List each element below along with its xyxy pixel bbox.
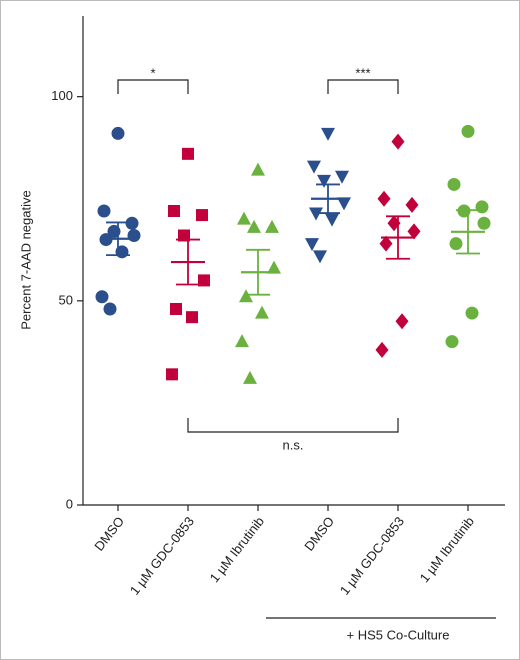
point bbox=[461, 124, 475, 138]
point bbox=[445, 335, 459, 349]
point bbox=[235, 334, 249, 348]
point bbox=[255, 305, 269, 319]
point bbox=[196, 209, 208, 222]
point bbox=[178, 229, 190, 242]
point bbox=[313, 250, 327, 264]
point bbox=[465, 306, 479, 320]
point bbox=[375, 341, 389, 358]
bracket bbox=[117, 79, 189, 94]
point bbox=[168, 205, 180, 217]
point bbox=[95, 290, 109, 304]
point bbox=[447, 177, 461, 191]
point bbox=[251, 162, 265, 176]
point bbox=[325, 213, 339, 227]
bracket bbox=[187, 418, 399, 433]
point bbox=[377, 190, 391, 207]
annotation: *** bbox=[355, 65, 370, 80]
point bbox=[477, 216, 491, 230]
point bbox=[127, 229, 141, 242]
point bbox=[103, 302, 117, 316]
point bbox=[237, 211, 251, 225]
point bbox=[337, 197, 351, 211]
y-tick-label: 0 bbox=[66, 496, 73, 511]
point bbox=[309, 207, 323, 221]
point bbox=[125, 216, 139, 230]
point bbox=[305, 238, 319, 252]
point bbox=[243, 370, 257, 384]
point bbox=[395, 313, 409, 330]
point bbox=[97, 204, 111, 218]
point bbox=[239, 289, 253, 303]
point bbox=[198, 274, 210, 287]
point bbox=[407, 223, 421, 240]
point bbox=[307, 160, 321, 174]
y-tick-label: 50 bbox=[59, 292, 73, 307]
point bbox=[391, 133, 405, 150]
point bbox=[405, 196, 419, 213]
annotation: n.s. bbox=[283, 437, 304, 452]
point bbox=[111, 126, 125, 140]
point bbox=[317, 174, 331, 188]
annotation: * bbox=[150, 65, 155, 80]
point bbox=[166, 368, 178, 381]
point bbox=[186, 311, 198, 324]
group-label: + HS5 Co-Culture bbox=[347, 627, 450, 642]
y-axis-label: Percent 7-AAD negative bbox=[18, 190, 33, 329]
bracket bbox=[327, 79, 399, 94]
point bbox=[170, 303, 182, 315]
point bbox=[265, 219, 279, 233]
point bbox=[335, 170, 349, 184]
point bbox=[247, 219, 261, 233]
point bbox=[475, 200, 489, 214]
point bbox=[321, 127, 335, 141]
point bbox=[267, 260, 281, 274]
point bbox=[449, 237, 463, 251]
point bbox=[379, 235, 393, 252]
y-tick-label: 100 bbox=[51, 88, 73, 103]
point bbox=[182, 147, 194, 160]
